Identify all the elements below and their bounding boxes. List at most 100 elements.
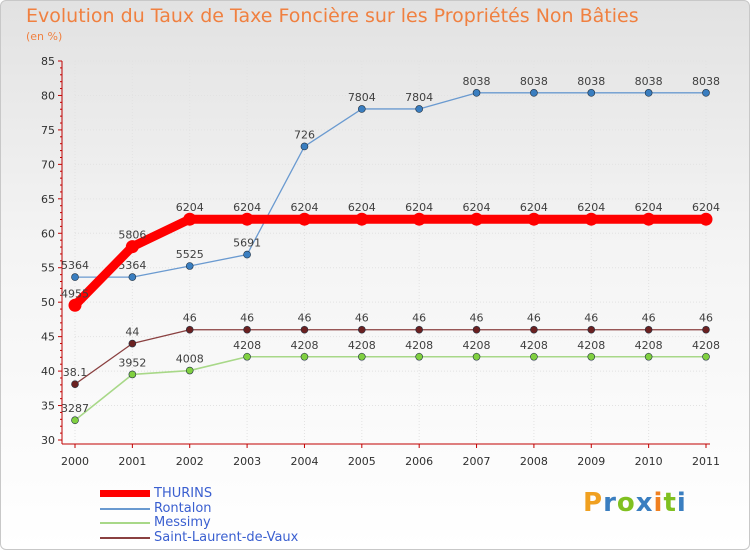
y-tick-label: 85 [41,55,55,68]
data-label-thurins: 6204 [348,201,376,214]
logo-letter: t [663,488,677,518]
y-tick-label: 35 [41,400,55,413]
data-point-saint-laurent-de-vaux [472,325,481,334]
series-line-rontalon [74,92,707,278]
data-point-rontalon [472,89,481,97]
data-point-rontalon [300,142,309,151]
data-point-messimy [243,352,251,361]
x-tick-label: 2008 [520,455,548,468]
data-label-rontalon: 7804 [348,91,376,104]
data-point-thurins [699,212,713,226]
data-label-rontalon: 8038 [577,75,605,88]
x-tick-label: 2011 [692,455,720,468]
data-point-messimy [358,352,366,361]
y-tick-label: 40 [41,365,55,378]
data-label-saint-laurent-de-vaux: 46 [642,312,656,325]
data-label-thurins: 6204 [635,201,663,214]
legend-swatch-saint-laurent-de-vaux [100,537,150,539]
data-label-rontalon: 8038 [463,75,491,88]
data-label-saint-laurent-de-vaux: 46 [412,312,426,325]
data-point-thurins [470,212,484,226]
data-label-rontalon: 726 [294,128,315,141]
data-point-saint-laurent-de-vaux [300,325,309,334]
y-tick-label: 80 [41,89,55,102]
data-label-messimy: 4208 [290,339,318,352]
data-point-saint-laurent-de-vaux [71,380,79,388]
data-label-thurins: 6204 [176,201,204,214]
legend-item-thurins[interactable]: THURINS [100,486,400,501]
y-tick-label: 55 [41,262,55,275]
data-point-messimy [71,416,79,425]
data-label-rontalon: 5691 [233,237,261,250]
logo-letter: i [653,488,664,518]
x-tick-label: 2001 [118,455,146,468]
data-label-thurins: 6204 [405,201,433,214]
data-label-thurins: 6204 [520,201,548,214]
data-point-messimy [128,370,137,379]
data-label-messimy: 4208 [463,339,491,352]
legend-swatch-messimy [100,522,150,524]
legend-item-saint-laurent-de-vaux[interactable]: Saint-Laurent-de-Vaux [100,530,400,545]
x-tick-label: 2010 [635,455,663,468]
series-line-thurins [70,214,711,310]
y-tick-label: 65 [41,193,55,206]
x-tick-label: 2003 [233,455,261,468]
data-point-rontalon [587,89,596,97]
y-tick-label: 75 [41,124,55,137]
data-label-saint-laurent-de-vaux: 46 [699,312,713,325]
y-tick-label: 70 [41,158,55,171]
legend-label-rontalon: Rontalon [154,501,212,516]
y-tick-label: 45 [41,331,55,344]
data-point-messimy [702,352,710,361]
data-point-thurins [183,212,197,226]
data-label-saint-laurent-de-vaux: 44 [125,326,139,339]
logo-letter: o [616,488,636,518]
data-point-thurins [412,212,426,226]
data-label-rontalon: 8038 [520,75,548,88]
data-label-saint-laurent-de-vaux: 46 [470,312,484,325]
legend-label-saint-laurent-de-vaux: Saint-Laurent-de-Vaux [154,530,299,545]
chart-title: Evolution du Taux de Taxe Foncière sur l… [26,5,639,27]
data-label-thurins: 6204 [233,201,261,214]
data-label-saint-laurent-de-vaux: 46 [297,312,311,325]
data-point-saint-laurent-de-vaux [415,325,423,334]
data-point-rontalon [185,262,194,270]
data-label-saint-laurent-de-vaux: 46 [527,312,541,325]
data-point-saint-laurent-de-vaux [243,325,251,334]
data-label-rontalon: 7804 [405,91,433,104]
y-axis-unit: (en %) [26,30,63,43]
x-tick-label: 2006 [405,455,433,468]
data-point-saint-laurent-de-vaux [644,325,653,334]
y-tick-label: 30 [41,434,55,447]
data-label-saint-laurent-de-vaux: 46 [183,312,197,325]
data-point-messimy [472,352,481,361]
data-point-thurins [240,212,254,226]
data-point-rontalon [415,105,423,113]
logo-letter: x [635,488,654,518]
logo-letter: P [583,488,604,518]
data-point-messimy [530,352,538,361]
data-point-rontalon [530,89,538,97]
data-label-messimy: 4208 [405,339,433,352]
data-point-thurins [355,212,369,226]
data-point-saint-laurent-de-vaux [358,325,366,334]
data-label-messimy: 3952 [118,356,146,369]
legend-item-rontalon[interactable]: Rontalon [100,501,400,516]
data-label-thurins: 4955 [61,287,89,300]
y-tick-label: 60 [41,227,55,240]
data-label-thurins: 5806 [118,229,146,242]
legend-item-messimy[interactable]: Messimy [100,515,400,530]
legend-swatch-thurins [100,490,150,497]
data-label-messimy: 4208 [692,339,720,352]
data-point-messimy [644,352,653,361]
data-point-thurins [125,240,139,254]
data-label-thurins: 6204 [692,201,720,214]
logo-letter: i [676,488,687,518]
data-point-rontalon [128,273,137,281]
series-line-messimy [74,355,707,422]
data-point-thurins [68,298,82,312]
data-point-saint-laurent-de-vaux [702,325,710,334]
data-label-thurins: 6204 [577,201,605,214]
